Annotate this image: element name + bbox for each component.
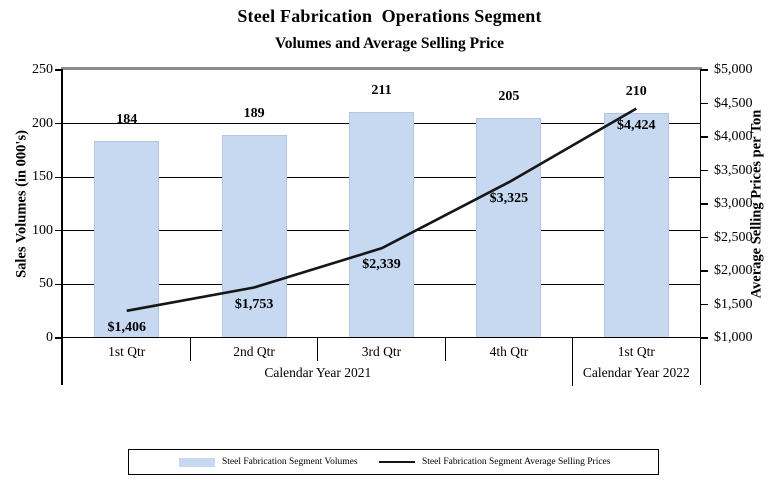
price-value-label: $1,753 (234, 296, 274, 312)
left-tick (55, 337, 63, 339)
left-tick-label: 200 (32, 115, 53, 131)
left-tick (55, 176, 63, 178)
price-value-label: $1,406 (107, 319, 146, 335)
legend-label-prices: Steel Fabrication Segment Average Sellin… (422, 457, 611, 467)
bar (476, 118, 542, 338)
bar-value-label: 205 (498, 89, 520, 105)
right-tick (700, 270, 708, 272)
bar-value-label: 189 (243, 106, 265, 122)
bar-value-label: 210 (625, 83, 647, 99)
category-label: 1st Qtr (108, 344, 146, 359)
plot-top-border (61, 67, 702, 70)
right-tick (700, 69, 708, 71)
plot-area: 0 50 100 150 200 250 $1,000 $1,500 $2,000 $2,500 $… (32, 62, 753, 386)
bar-value-label: 184 (116, 111, 138, 127)
left-tick-label: 100 (32, 222, 53, 238)
category-label: 3rd Qtr (361, 344, 402, 359)
left-tick (55, 123, 63, 125)
x-axis-line (61, 336, 702, 339)
price-value-label: $4,424 (617, 117, 656, 133)
price-value-label: $3,325 (489, 191, 529, 207)
legend-label-volumes: Steel Fabrication Segment Volumes (222, 457, 358, 467)
year-separator (572, 338, 574, 386)
legend-line-swatch (379, 460, 415, 464)
category-label: 4th Qtr (489, 344, 529, 359)
right-tick (700, 303, 708, 306)
right-tick-label: $1,500 (714, 296, 753, 312)
category-label: 2nd Qtr (233, 344, 275, 359)
legend-bar-swatch (179, 457, 215, 467)
right-tick (700, 236, 708, 239)
right-tick (700, 203, 708, 205)
category-separator (444, 338, 446, 361)
right-tick (700, 337, 708, 339)
right-tick-label: $3,500 (714, 162, 753, 178)
left-axis-title: Sales Volumes (in 000's) (13, 130, 30, 278)
right-tick (700, 102, 708, 105)
left-tick-label: 0 (46, 330, 53, 345)
right-tick (700, 136, 708, 138)
right-tick-label: $2,000 (714, 263, 753, 278)
left-axis-line (61, 70, 63, 385)
category-separator (189, 338, 191, 361)
legend-item-volumes: Steel Fabrication Segment Volumes (179, 457, 358, 467)
right-tick-label: $2,500 (714, 229, 753, 245)
right-tick-label: $4,000 (714, 129, 753, 144)
chart-subtitle: Volumes and Average Selling Price (274, 35, 505, 52)
category-label: 1st Qtr (617, 344, 655, 359)
right-tick-label: $4,500 (714, 95, 753, 111)
bar (603, 112, 669, 338)
left-tick-label: 250 (32, 62, 53, 77)
left-tick (55, 283, 63, 285)
right-tick-label: $3,000 (714, 196, 753, 211)
right-tick-label: $1,000 (714, 330, 753, 345)
bar (94, 140, 160, 338)
right-tick-label: $5,000 (714, 62, 753, 77)
bar-value-label: 211 (371, 82, 392, 98)
right-axis-line (700, 70, 702, 385)
bar (349, 111, 414, 338)
left-tick-label: 50 (39, 276, 53, 292)
legend: Steel Fabrication Segment Volumes Steel … (128, 449, 659, 475)
chart-title: Steel Fabrication Operations Segment (237, 6, 542, 26)
year-group-label: Calendar Year 2022 (582, 365, 690, 380)
category-separator (317, 338, 319, 361)
left-tick (55, 230, 63, 232)
price-value-label: $2,339 (362, 257, 401, 273)
right-tick (700, 169, 708, 172)
year-group-label: Calendar Year 2021 (264, 365, 372, 380)
left-tick (55, 69, 63, 71)
legend-item-prices: Steel Fabrication Segment Average Sellin… (379, 457, 610, 467)
left-tick-label: 150 (32, 169, 53, 185)
